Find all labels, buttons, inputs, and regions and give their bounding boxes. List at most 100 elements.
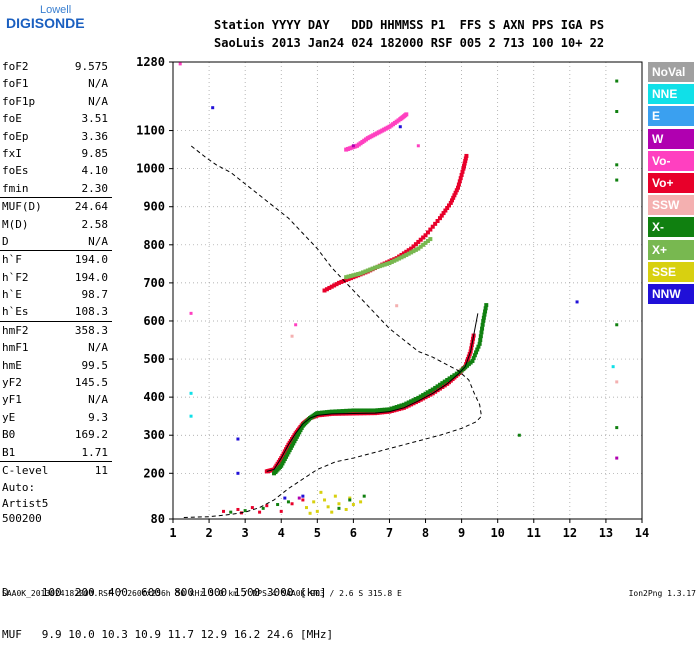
echo-point	[243, 509, 247, 513]
y-tick-label: 80	[151, 512, 165, 526]
param-name: foF2	[2, 60, 29, 73]
param-row: M(D) 2.58	[0, 216, 112, 233]
param-row: hmE 99.5	[0, 357, 112, 374]
echo-point	[484, 303, 489, 308]
echo-point	[454, 371, 459, 376]
auto-label: Auto:	[2, 481, 36, 494]
echo-point	[615, 79, 619, 83]
echo-point	[406, 251, 411, 256]
x-tick-label: 6	[350, 526, 357, 540]
echo-point	[327, 285, 332, 290]
echo-point	[291, 441, 296, 446]
echo-point	[394, 257, 399, 262]
electron-density-profile	[183, 145, 482, 518]
echo-point	[380, 263, 385, 268]
y-tick-label: 300	[143, 428, 165, 442]
polarization-legend: NoVal NNE E W Vo- Vo+ SSW X- X+ SSE NNW	[648, 62, 694, 306]
param-name: foEs	[2, 164, 29, 178]
echo-point	[326, 505, 330, 509]
echo-point	[333, 409, 338, 414]
echo-point	[461, 166, 466, 171]
echo-point	[404, 401, 409, 406]
echo-point	[481, 318, 486, 323]
echo-point	[382, 262, 387, 267]
legend-noval: NoVal	[648, 62, 694, 82]
echo-point	[351, 503, 355, 507]
echo-point	[470, 358, 475, 363]
echo-point	[399, 255, 404, 260]
param-value: 1.71	[81, 445, 109, 459]
legend-sse: SSE	[648, 261, 694, 282]
echo-point	[276, 503, 280, 507]
echo-point	[418, 244, 423, 249]
echo-point	[615, 456, 619, 460]
echo-point	[344, 278, 349, 283]
echo-point	[332, 283, 337, 288]
param-name: foE	[2, 112, 22, 126]
echo-point	[292, 439, 297, 444]
param-name: h`E	[2, 288, 22, 302]
echo-point	[437, 382, 442, 387]
echo-point	[370, 266, 375, 271]
echo-point	[362, 494, 366, 498]
echo-point	[322, 288, 327, 293]
param-row: foE 3.51	[0, 110, 112, 127]
param-row: yF2 145.5	[0, 374, 112, 391]
file-info-footer: SAA0K_2013024182000.RSF / 260fx256h 50 k…	[2, 589, 402, 598]
echo-point	[476, 344, 481, 349]
legend-vo-: Vo-	[648, 150, 694, 171]
param-row: B0 169.2	[0, 426, 112, 443]
echo-point	[463, 156, 468, 161]
echo-point	[480, 326, 485, 331]
param-name: B1	[2, 445, 16, 459]
param-row: B1 1.71	[0, 444, 112, 461]
param-value: 145.5	[74, 376, 108, 390]
y-tick-label: 1100	[136, 124, 165, 138]
echo-point	[327, 409, 332, 414]
param-name: h`F2	[2, 270, 29, 284]
param-row: foF1p N/A	[0, 93, 112, 110]
param-value: 9.3	[88, 410, 108, 424]
echo-point	[351, 408, 356, 413]
x-tick-label: 13	[599, 526, 613, 540]
x-tick-label: 1	[169, 526, 176, 540]
param-value: 194.0	[74, 270, 108, 284]
echo-point	[362, 408, 367, 413]
x-tick-label: 9	[458, 526, 465, 540]
param-value: N/A	[88, 94, 108, 108]
echo-point	[250, 506, 254, 510]
param-name: foEp	[2, 129, 29, 143]
echo-point	[421, 235, 426, 240]
echo-point	[451, 195, 456, 200]
param-value: 9.85	[81, 146, 109, 160]
echo-point	[279, 509, 283, 513]
program-version: Ion2Png 1.3.17	[628, 589, 696, 598]
param-row: h`F 194.0	[0, 250, 112, 268]
echo-point	[286, 450, 291, 455]
param-row: fmin 2.30	[0, 180, 112, 197]
echo-point	[280, 461, 285, 466]
legend-nnw: NNW	[648, 283, 694, 304]
echo-point	[430, 224, 435, 229]
param-value: 358.3	[74, 323, 108, 337]
param-value: 2.30	[81, 181, 109, 195]
ionogram-chart: 1 2 3 4 5 6 7 8 9 10 11 12 13 14802003004005006007008…	[136, 55, 649, 540]
echo-point	[382, 407, 387, 412]
echo-point	[411, 398, 416, 403]
echo-point	[425, 230, 430, 235]
echo-point	[449, 198, 454, 203]
param-name: fmin	[2, 181, 29, 195]
echo-point	[392, 405, 397, 410]
echo-point	[334, 282, 339, 287]
echo-point	[428, 388, 433, 393]
echo-point	[449, 374, 454, 379]
echo-point	[477, 341, 482, 346]
param-value: 11	[94, 463, 108, 477]
echo-point	[478, 334, 483, 339]
echo-point	[463, 159, 468, 164]
legend-x-: X+	[648, 239, 694, 260]
echo-point	[301, 498, 305, 502]
echo-point	[425, 238, 430, 243]
echo-point	[285, 452, 290, 457]
param-row: foEs 4.10	[0, 162, 112, 179]
